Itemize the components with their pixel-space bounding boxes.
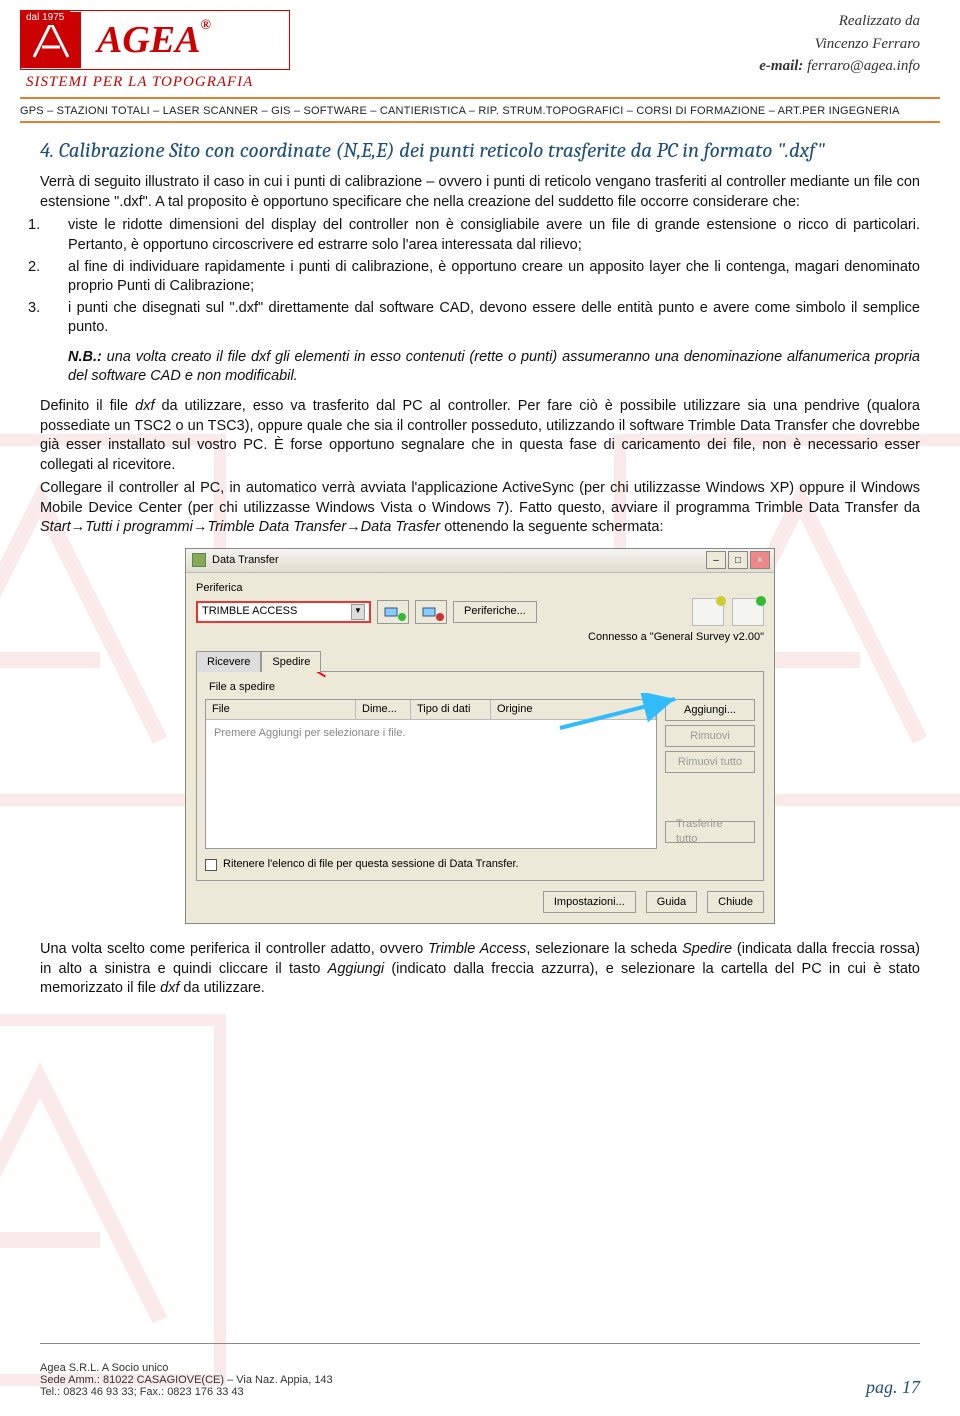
- tab-spedire[interactable]: Spedire: [261, 651, 321, 673]
- device-status-icon: [732, 598, 764, 626]
- list-item: 3.i punti che disegnati sul ".dxf" diret…: [68, 299, 920, 338]
- author-block: Realizzato da Vincenzo Ferraro e-mail: f…: [759, 10, 920, 78]
- col-dime[interactable]: Dime...: [356, 700, 411, 719]
- minimize-button[interactable]: –: [706, 551, 726, 569]
- rimuovi-button[interactable]: Rimuovi: [665, 725, 755, 747]
- logo-block: dal 1975 AGEA® SISTEMI PER LA TOPOGRAFIA: [20, 10, 290, 91]
- logo: dal 1975 AGEA®: [20, 10, 290, 70]
- col-tipo[interactable]: Tipo di dati: [411, 700, 491, 719]
- page-header: dal 1975 AGEA® SISTEMI PER LA TOPOGRAFIA…: [0, 0, 960, 91]
- footer: Agea S.R.L. A Socio unico Sede Amm.: 810…: [40, 1362, 920, 1398]
- paragraph-3: Collegare il controller al PC, in automa…: [40, 479, 920, 538]
- author-line-1: Realizzato da: [759, 10, 920, 33]
- window-title: Data Transfer: [212, 553, 279, 568]
- screenshot: Data Transfer – □ × Periferica TRIMBLE A…: [40, 548, 920, 924]
- window-icon: [192, 553, 206, 567]
- content: 4. Calibrazione Sito con coordinate (N,E…: [0, 137, 960, 999]
- retain-checkbox[interactable]: [205, 859, 217, 871]
- connect-green-button[interactable]: [377, 600, 409, 624]
- device-status-icon: [692, 598, 724, 626]
- periferica-label: Periferica: [196, 581, 764, 596]
- logo-year-tag: dal 1975: [20, 10, 70, 25]
- author-email: e-mail: ferraro@agea.info: [759, 55, 920, 78]
- paragraph-after: Una volta scelto come periferica il cont…: [40, 940, 920, 999]
- fileset-label: File a spedire: [205, 680, 755, 695]
- header-rule-2: [20, 121, 940, 123]
- list-item: 2.al fine di individuare rapidamente i p…: [68, 258, 920, 297]
- connection-status: Connesso a "General Survey v2.00": [196, 630, 764, 645]
- col-file[interactable]: File: [206, 700, 356, 719]
- logo-text: AGEA®: [97, 18, 211, 62]
- file-grid[interactable]: File Dime... Tipo di dati Origine Premer…: [205, 699, 657, 849]
- window-data-transfer: Data Transfer – □ × Periferica TRIMBLE A…: [185, 548, 775, 924]
- close-button[interactable]: ×: [750, 551, 770, 569]
- product-line: GPS – STAZIONI TOTALI – LASER SCANNER – …: [0, 99, 960, 121]
- chiude-button[interactable]: Chiude: [707, 891, 764, 913]
- author-line-2: Vincenzo Ferraro: [759, 33, 920, 56]
- periferica-combo[interactable]: TRIMBLE ACCESS ▼: [196, 601, 371, 623]
- footer-address: Agea S.R.L. A Socio unico Sede Amm.: 810…: [40, 1362, 333, 1398]
- titlebar: Data Transfer – □ ×: [186, 549, 774, 573]
- footer-rule: [40, 1343, 920, 1344]
- periferiche-button[interactable]: Periferiche...: [453, 601, 537, 623]
- intro-paragraph: Verrà di seguito illustrato il caso in c…: [40, 173, 920, 212]
- page-number: pag. 17: [866, 1377, 920, 1398]
- chevron-down-icon[interactable]: ▼: [351, 604, 365, 620]
- connect-red-button[interactable]: [415, 600, 447, 624]
- combo-value: TRIMBLE ACCESS: [202, 604, 297, 619]
- numbered-list: 1.viste le ridotte dimensioni del displa…: [40, 216, 920, 337]
- list-item: 1.viste le ridotte dimensioni del displa…: [68, 216, 920, 255]
- aggiungi-button[interactable]: Aggiungi...: [665, 699, 755, 721]
- logo-subtitle: SISTEMI PER LA TOPOGRAFIA: [26, 74, 290, 91]
- spedire-panel: File a spedire File Dime... Tipo di dati…: [196, 671, 764, 881]
- nb-note: N.B.: una volta creato il file dxf gli e…: [68, 348, 920, 387]
- col-origine[interactable]: Origine: [491, 700, 656, 719]
- tab-ricevere[interactable]: Ricevere: [196, 651, 261, 673]
- retain-label: Ritenere l'elenco di file per questa ses…: [223, 857, 519, 872]
- grid-placeholder: Premere Aggiungi per selezionare i file.: [206, 720, 656, 747]
- rimuovi-tutto-button[interactable]: Rimuovi tutto: [665, 751, 755, 773]
- maximize-button[interactable]: □: [728, 551, 748, 569]
- paragraph-2: Definito il file dxf da utilizzare, esso…: [40, 397, 920, 475]
- section-title: 4. Calibrazione Sito con coordinate (N,E…: [40, 137, 920, 165]
- impostazioni-button[interactable]: Impostazioni...: [543, 891, 636, 913]
- guida-button[interactable]: Guida: [646, 891, 697, 913]
- trasferire-button[interactable]: Trasferire tutto: [665, 821, 755, 843]
